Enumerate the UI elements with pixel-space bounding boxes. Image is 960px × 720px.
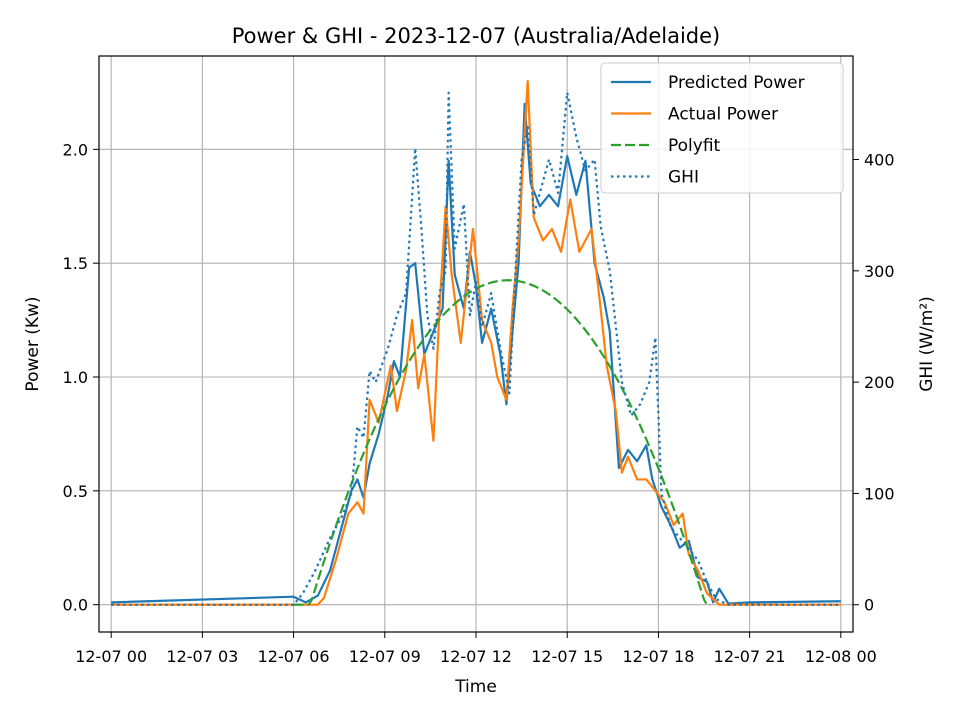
y-left-tick-label: 2.0: [63, 140, 88, 159]
y-left-tick-label: 1.5: [63, 254, 88, 273]
y-right-tick-label: 400: [864, 151, 895, 170]
x-tick-label: 12-07 18: [622, 647, 694, 666]
y-left-tick-label: 1.0: [63, 368, 88, 387]
legend: Predicted Power Actual Power Polyfit GHI: [600, 62, 844, 194]
series-line-ghi: [111, 91, 841, 606]
axes: 12-07 00 12-07 03 12-07 06 12-07 09 12-07 12…: [63, 140, 895, 666]
y-left-tick-label: 0.5: [63, 482, 88, 501]
chart-title: Power & GHI - 2023-12-07 (Australia/Adel…: [232, 24, 721, 48]
legend-label: GHI: [668, 168, 699, 188]
legend-box: [600, 62, 844, 194]
series-line-polyfit: [293, 279, 711, 606]
legend-label: Polyfit: [668, 136, 721, 156]
y-right-tick-label: 0: [864, 596, 874, 615]
x-tick-label: 12-07 03: [166, 647, 238, 666]
x-tick-label: 12-07 09: [349, 647, 421, 666]
y-right-tick-label: 100: [864, 484, 895, 503]
y-left-axis-label: Power (Kw): [23, 296, 43, 391]
y-right-tick-label: 200: [864, 373, 895, 392]
x-tick-label: 12-07 12: [440, 647, 512, 666]
x-tick-label: 12-07 00: [75, 647, 147, 666]
y-left-tick-label: 0.0: [63, 596, 88, 615]
legend-label: Actual Power: [668, 105, 778, 125]
y-right-tick-label: 300: [864, 262, 895, 281]
x-tick-label: 12-07 15: [531, 647, 603, 666]
y-right-axis-label: GHI (W/m²): [917, 296, 937, 392]
series-layer: [111, 79, 841, 606]
x-tick-label: 12-08 00: [805, 647, 877, 666]
x-axis-label: Time: [454, 677, 497, 697]
series-line-actual-power: [111, 79, 841, 606]
legend-label: Predicted Power: [668, 73, 805, 93]
x-tick-label: 12-07 06: [258, 647, 330, 666]
x-tick-label: 12-07 21: [714, 647, 786, 666]
